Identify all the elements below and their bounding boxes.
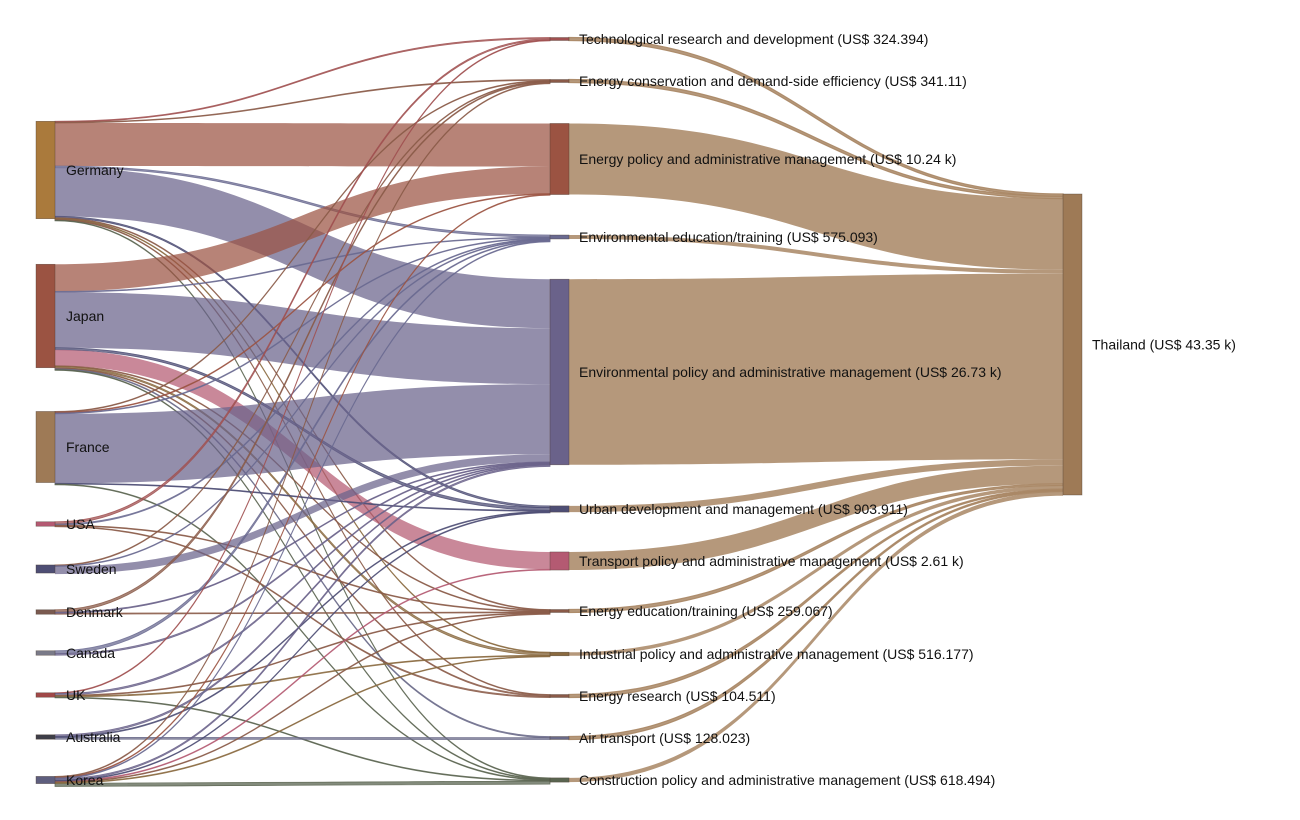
link-construction-thailand (569, 491, 1063, 783)
link-energy_policy-thailand (569, 123, 1063, 270)
link-japan-env_policy (55, 292, 550, 385)
label-canada: Canada (66, 645, 115, 661)
node-france[interactable] (35, 411, 56, 483)
node-germany[interactable] (35, 120, 56, 220)
link-korea-construction (54, 780, 551, 787)
link-industrial-thailand (569, 485, 1063, 656)
link-korea-env_policy (54, 464, 551, 781)
donor-sector-links (54, 37, 551, 787)
sankey-nodes (35, 37, 1083, 784)
link-korea-env_edu (54, 240, 551, 780)
link-australia-air (54, 736, 551, 740)
link-env_policy-thailand (569, 273, 1063, 465)
label-construction: Construction policy and administrative m… (579, 772, 995, 788)
node-transport[interactable] (549, 551, 570, 571)
link-uk-tech_rd (54, 39, 551, 694)
label-env_policy: Environmental policy and administrative … (579, 364, 1002, 380)
link-germany-tech_rd (54, 37, 551, 123)
label-energy_cons: Energy conservation and demand-side effi… (579, 73, 967, 89)
link-urban-thailand (569, 459, 1063, 513)
label-australia: Australia (66, 729, 121, 745)
link-env_edu-thailand (569, 235, 1063, 274)
node-air[interactable] (549, 736, 570, 740)
label-france: France (66, 439, 110, 455)
label-energy_policy: Energy policy and administrative managem… (579, 151, 956, 167)
node-korea[interactable] (35, 776, 56, 784)
link-korea-energy_edu (54, 613, 551, 783)
node-canada[interactable] (35, 650, 56, 656)
node-urban[interactable] (549, 505, 570, 513)
sankey-labels: Germany Japan France USA Sweden Denmark Canada… (66, 31, 1236, 788)
node-thailand[interactable] (1062, 193, 1083, 496)
sector-recipient-links (568, 36, 1064, 783)
link-korea-industrial (54, 655, 551, 784)
label-tech_rd: Technological research and development (… (579, 31, 928, 47)
link-germany-energy_policy (55, 122, 550, 167)
label-energy_edu: Energy education/training (US$ 259.067) (579, 603, 833, 619)
node-construction[interactable] (549, 777, 570, 783)
node-japan[interactable] (35, 263, 56, 369)
node-env_policy[interactable] (549, 278, 570, 466)
node-env_edu[interactable] (549, 234, 570, 240)
link-japan-energy_policy (55, 166, 550, 292)
label-industrial: Industrial policy and administrative man… (579, 646, 974, 662)
link-sweden-env_policy (55, 454, 550, 575)
node-energy_edu[interactable] (549, 609, 570, 613)
label-usa: USA (66, 516, 95, 532)
label-thailand: Thailand (US$ 43.35 k) (1092, 337, 1236, 353)
link-transport-thailand (569, 465, 1063, 571)
label-japan: Japan (66, 308, 104, 324)
link-korea-energy_cons (54, 82, 551, 778)
node-tech_rd[interactable] (549, 37, 570, 41)
node-denmark[interactable] (35, 609, 56, 615)
link-korea-urban (54, 511, 551, 782)
node-energy_res[interactable] (549, 694, 570, 698)
node-industrial[interactable] (549, 651, 570, 657)
node-sweden[interactable] (35, 564, 56, 574)
link-germany-env_policy (55, 167, 550, 329)
label-germany: Germany (66, 162, 124, 178)
label-air: Air transport (US$ 128.023) (579, 730, 750, 746)
label-korea: Korea (66, 772, 104, 788)
node-energy_policy[interactable] (549, 123, 570, 195)
label-denmark: Denmark (66, 604, 124, 620)
label-sweden: Sweden (66, 561, 117, 577)
node-energy_cons[interactable] (549, 79, 570, 83)
link-korea-energy_policy (54, 193, 551, 779)
label-energy_res: Energy research (US$ 104.511) (579, 688, 776, 704)
node-usa[interactable] (35, 521, 56, 527)
link-denmark-energy_edu (54, 611, 551, 615)
link-france-env_policy (55, 384, 550, 484)
label-env_edu: Environmental education/training (US$ 57… (579, 229, 878, 245)
label-urban: Urban development and management (US$ 90… (579, 501, 908, 517)
label-transport: Transport policy and administrative mana… (579, 553, 964, 569)
label-uk: UK (66, 687, 86, 703)
node-australia[interactable] (35, 734, 56, 740)
node-uk[interactable] (35, 692, 56, 698)
